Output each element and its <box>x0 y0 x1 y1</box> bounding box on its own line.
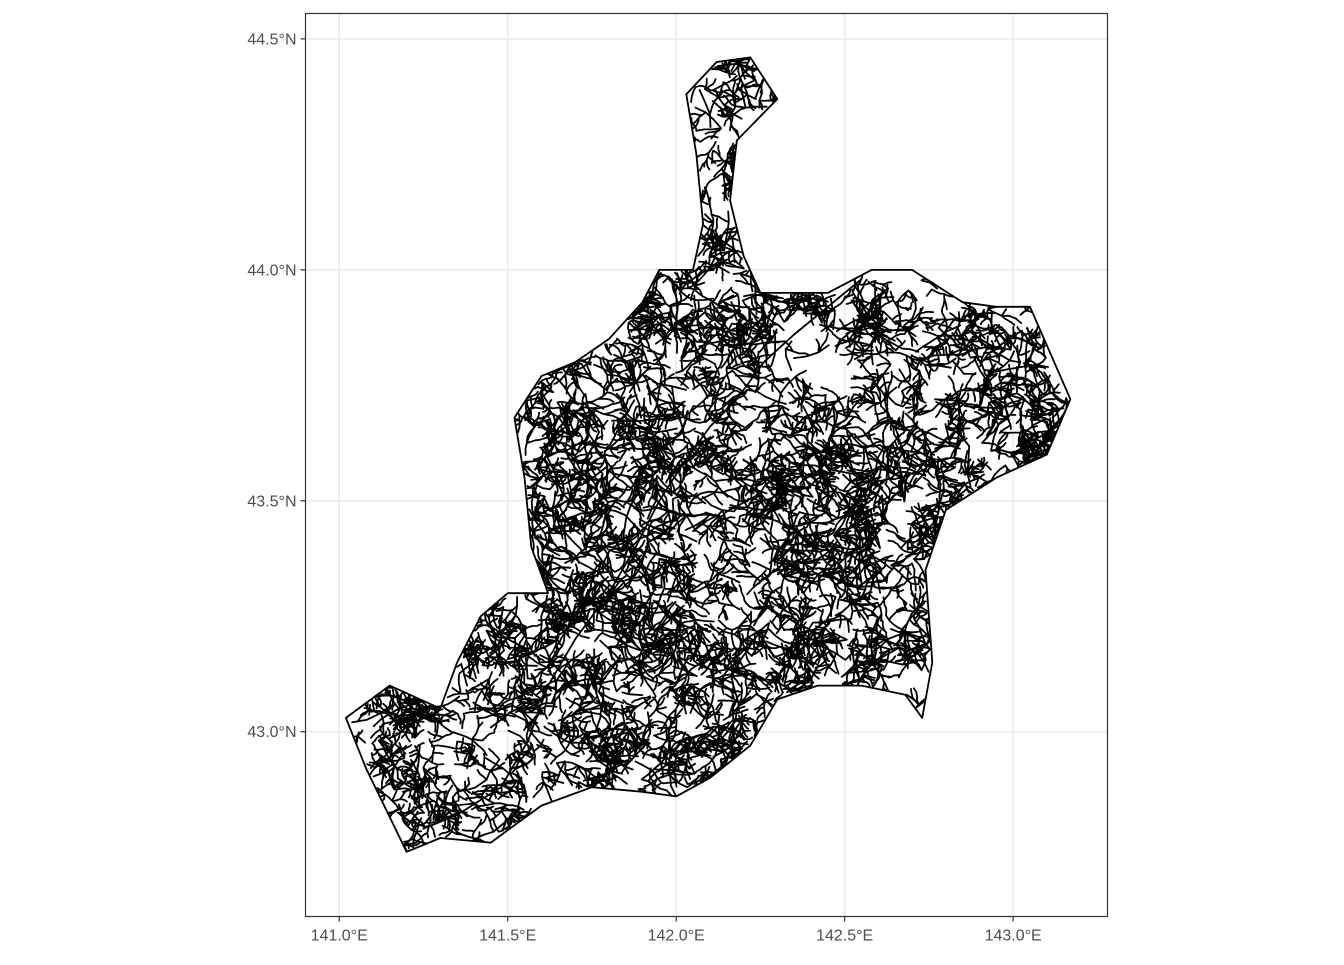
river-segments <box>612 308 1038 634</box>
river-segments <box>475 366 992 737</box>
river-segments <box>401 240 1020 830</box>
x-axis: 141.0°E 141.5°E 142.0°E 142.5°E 143.0°E <box>311 916 1042 945</box>
panel-border <box>304 12 1109 918</box>
river-segments <box>456 305 905 781</box>
y-tick-label: 43.5°N <box>247 493 296 510</box>
river-lines <box>345 56 1072 853</box>
y-tick-label: 44.0°N <box>247 262 296 279</box>
river-segments <box>374 302 927 791</box>
basin-edge-streams <box>345 56 1072 853</box>
river-segments <box>435 150 1012 725</box>
river-segments <box>504 289 918 671</box>
grid-lines <box>305 13 1108 917</box>
x-tick-label: 142.5°E <box>816 928 873 945</box>
y-tick-label: 44.5°N <box>247 31 296 48</box>
x-tick-label: 142.0°E <box>648 928 705 945</box>
river-segments <box>613 77 970 660</box>
x-tick-label: 141.0°E <box>311 928 368 945</box>
river-segments <box>408 281 893 832</box>
river-segments <box>461 58 895 831</box>
river-segments <box>578 135 1038 749</box>
river-segments <box>495 272 963 751</box>
y-tick-label: 43.0°N <box>247 724 296 741</box>
river-segments <box>463 292 921 777</box>
river-segments <box>396 334 906 825</box>
y-axis: 43.0°N 43.5°N 44.0°N 44.5°N <box>247 31 306 741</box>
x-tick-label: 143.0°E <box>985 928 1042 945</box>
river-segments <box>438 286 817 836</box>
river-segments <box>532 304 1044 739</box>
river-segments <box>372 196 1042 755</box>
river-segments <box>351 210 932 755</box>
river-segments <box>472 393 1024 720</box>
x-tick-label: 141.5°E <box>479 928 536 945</box>
river-segments <box>484 318 966 743</box>
river-segments <box>476 227 912 821</box>
